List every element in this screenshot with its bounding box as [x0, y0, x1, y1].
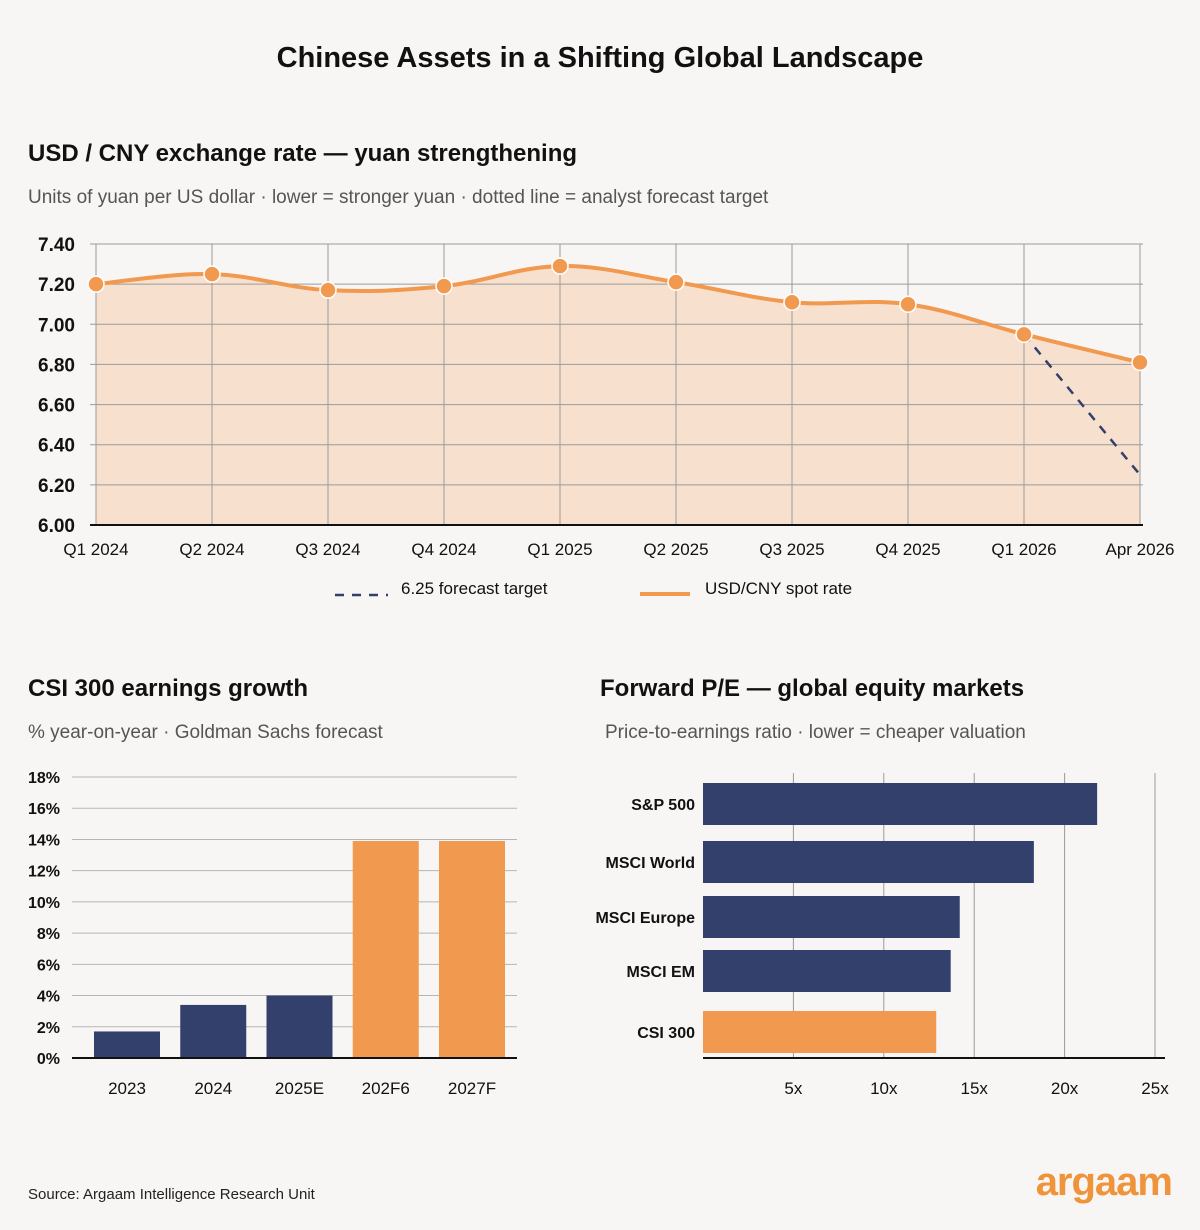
y-tick-label: 18%	[28, 770, 60, 787]
x-tick-label: Q3 2025	[759, 540, 824, 559]
spot-rate-point	[783, 293, 801, 311]
x-tick-label: 5x	[784, 1079, 802, 1098]
hbar	[703, 841, 1034, 883]
x-tick-label: Q4 2025	[875, 540, 940, 559]
bar-chart: 0% 2% 4% 6% 8% 10% 12% 14% 16% 18% 2023 2024 2025E 20…	[28, 770, 517, 1098]
page-title: Chinese Assets in a Shifting Global Land…	[276, 42, 924, 74]
y-tick-label: 2%	[37, 1020, 60, 1037]
y-tick-label: 7.40	[38, 235, 75, 256]
spot-rate-point	[435, 277, 453, 295]
y-tick-label: 6.60	[38, 396, 75, 417]
y-tick-label: MSCI Europe	[595, 910, 695, 927]
line-chart-subtitle: Units of yuan per US dollar · lower = st…	[28, 187, 769, 208]
x-tick-label: 15x	[960, 1079, 988, 1098]
x-tick-label: Q1 2025	[527, 540, 592, 559]
y-tick-label: 10%	[28, 895, 60, 912]
bar-chart-title: CSI 300 earnings growth	[28, 675, 309, 702]
hbar	[703, 896, 960, 938]
x-tick-label: 202F6	[362, 1079, 410, 1098]
hbar	[703, 1011, 937, 1053]
hbar-chart: 5x 10x 15x 20x 25x S&P 500 MSCI World MSCI Euro…	[595, 773, 1169, 1098]
x-tick-label: 2025E	[275, 1079, 324, 1098]
line-area-fill	[96, 266, 1140, 525]
argaam-logo: argaam	[1035, 1160, 1173, 1204]
spot-rate-point	[319, 281, 337, 299]
bar	[180, 1004, 247, 1058]
y-tick-label: 8%	[37, 926, 60, 943]
hbar-chart-subtitle: Price-to-earnings ratio · lower = cheape…	[605, 722, 1026, 743]
line-chart-title: USD / CNY exchange rate — yuan strengthe…	[28, 140, 578, 167]
y-tick-label: 12%	[28, 864, 60, 881]
x-tick-label: Q4 2024	[411, 540, 476, 559]
y-tick-label: 6.00	[38, 516, 75, 537]
y-tick-label: 4%	[37, 989, 60, 1006]
bar	[266, 995, 333, 1058]
y-tick-label: S&P 500	[631, 797, 695, 814]
x-tick-label: Q3 2024	[295, 540, 360, 559]
spot-rate-point	[1015, 325, 1033, 344]
bar	[439, 841, 505, 1058]
spot-rate-point	[551, 257, 569, 275]
x-tick-label: 2027F	[448, 1079, 496, 1098]
y-tick-label: MSCI World	[606, 855, 695, 872]
y-tick-label: 16%	[28, 801, 60, 818]
legend-forecast-label: 6.25 forecast target	[401, 579, 548, 598]
legend-spot-label: USD/CNY spot rate	[705, 579, 852, 598]
bar	[352, 841, 419, 1058]
y-tick-label: 7.00	[38, 315, 75, 336]
y-tick-label: 6.40	[38, 436, 75, 457]
x-tick-label: Q2 2025	[643, 540, 708, 559]
x-tick-label: Q1 2026	[991, 540, 1056, 559]
x-tick-label: 10x	[870, 1079, 898, 1098]
x-tick-label: Q1 2024	[63, 540, 128, 559]
spot-rate-point	[87, 275, 105, 293]
y-tick-label: 0%	[37, 1051, 60, 1068]
x-tick-label: Q2 2024	[179, 540, 244, 559]
hbar	[703, 950, 951, 992]
y-tick-label: 6.80	[38, 355, 75, 376]
x-tick-label: Apr 2026	[1106, 540, 1175, 559]
y-tick-label: 6.20	[38, 476, 75, 497]
y-tick-label: CSI 300	[637, 1025, 695, 1042]
forecast-line	[1023, 333, 1141, 476]
x-tick-label: 2023	[108, 1079, 146, 1098]
x-tick-label: 20x	[1051, 1079, 1079, 1098]
spot-rate-point	[1131, 353, 1149, 372]
y-tick-label: 14%	[28, 832, 60, 849]
line-chart: 6.00 6.20 6.40 6.60 6.80 7.00 7.20 7.40 Q1 2024 Q…	[38, 235, 1175, 598]
spot-rate-point	[203, 265, 221, 283]
spot-rate-point	[667, 273, 685, 291]
spot-rate-line	[95, 264, 1141, 365]
source-note: Source: Argaam Intelligence Research Uni…	[28, 1186, 315, 1203]
y-tick-label: 6%	[37, 957, 60, 974]
y-tick-label: 7.20	[38, 275, 75, 296]
y-tick-label: MSCI EM	[627, 964, 695, 981]
spot-rate-point	[899, 295, 917, 313]
bar	[94, 1031, 160, 1058]
x-tick-label: 25x	[1141, 1079, 1169, 1098]
bar-chart-subtitle: % year-on-year · Goldman Sachs forecast	[28, 722, 383, 743]
x-tick-label: 2024	[194, 1079, 232, 1098]
hbar-chart-title: Forward P/E — global equity markets	[600, 675, 1025, 702]
hbar	[703, 783, 1098, 825]
